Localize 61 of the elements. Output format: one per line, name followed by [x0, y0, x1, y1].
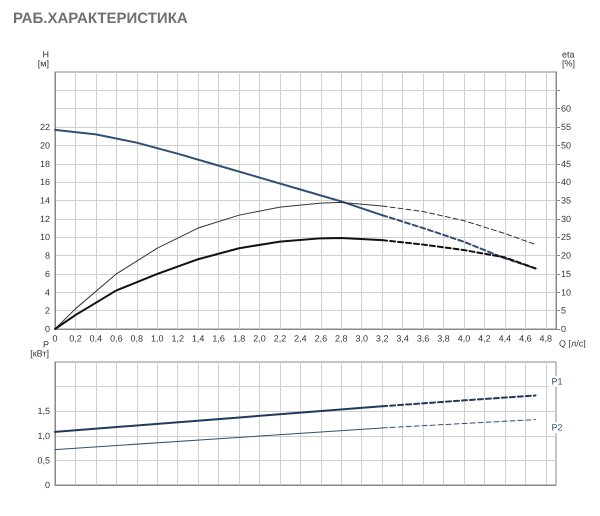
x-axis-title: Q [л/с] [559, 338, 586, 348]
y-tick-label: 8 [44, 250, 50, 261]
x-tick-label: 3,2 [376, 334, 388, 344]
x-tick-label: 0,6 [110, 334, 123, 344]
x-tick-label: 3,4 [396, 334, 409, 344]
x-tick-label: 2,8 [335, 334, 348, 344]
y-tick-label: 2 [44, 306, 50, 316]
x-tick-label: 1,2 [171, 334, 184, 344]
y-tick-label: 16 [40, 177, 50, 188]
y-axis-title: H [м] [38, 50, 49, 68]
x-tick-label: 0,4 [90, 334, 102, 344]
y2-tick-label: 0 [561, 324, 566, 334]
y-tick-label: 18 [40, 158, 50, 169]
y2-tick-label: 55 [561, 122, 572, 132]
x-tick-label: 1,6 [212, 334, 225, 344]
y2-tick-label: 20 [561, 250, 572, 261]
x-tick-label: 1,4 [192, 334, 204, 344]
x-tick-label: 2,6 [314, 334, 328, 344]
series-label: P2 [552, 422, 563, 433]
y-tick-label: 0 [44, 324, 50, 334]
y2-tick-label: 25 [561, 232, 572, 242]
y-tick-label: 14 [40, 196, 50, 206]
y-tick-label: 10 [40, 232, 50, 242]
y-tick-label: 1,0 [37, 430, 50, 441]
x-tick-label: 2,4 [294, 334, 307, 344]
x-tick-label: 4,6 [519, 334, 532, 344]
y2-tick-label: 40 [561, 177, 572, 188]
x-tick-label: 1,0 [150, 334, 164, 344]
x-tick-label: 4,8 [540, 334, 552, 344]
y-axis-title: P [кВт] [30, 340, 49, 358]
x-tick-label: 2,0 [253, 334, 266, 344]
y2-tick-label: 10 [561, 287, 572, 298]
y-tick-label: 12 [40, 214, 50, 224]
chart-title: РАБ.ХАРАКТЕРИСТИКА [13, 10, 188, 27]
y2-tick-label: 60 [561, 104, 572, 114]
x-tick-label: 2,2 [274, 334, 286, 344]
y-tick-label: 6 [44, 268, 50, 279]
text: P1 [552, 376, 563, 386]
y-tick-label: 22 [40, 122, 50, 132]
y-tick-label: 0 [44, 480, 50, 490]
x-tick-label: 4,2 [478, 334, 491, 344]
y2-axis-title: eta [%] [562, 50, 576, 68]
x-tick-label: 4,4 [498, 334, 512, 344]
y2-tick-label: 45 [561, 158, 572, 169]
y2-tick-label: 15 [561, 268, 572, 279]
x-tick-label: 3,8 [437, 334, 450, 344]
x-tick-label: 0,2 [69, 334, 82, 344]
y2-tick-label: 30 [561, 214, 572, 224]
x-tick-label: 0,8 [130, 334, 144, 344]
x-tick-label: 4,0 [458, 334, 470, 344]
y-tick-label: 20 [40, 140, 50, 150]
x-tick-label: 0 [52, 334, 58, 344]
y2-tick-label: 5 [561, 306, 566, 316]
x-tick-label: 3,6 [416, 334, 430, 344]
y2-tick-label: 50 [561, 140, 572, 150]
y2-tick-label: 35 [561, 196, 572, 206]
y-tick-label: 1,5 [37, 406, 50, 416]
y-tick-label: 0,5 [37, 455, 50, 466]
y-tick-label: 4 [44, 287, 50, 298]
x-tick-label: 1,8 [232, 334, 246, 344]
x-tick-label: 3,0 [355, 334, 368, 344]
